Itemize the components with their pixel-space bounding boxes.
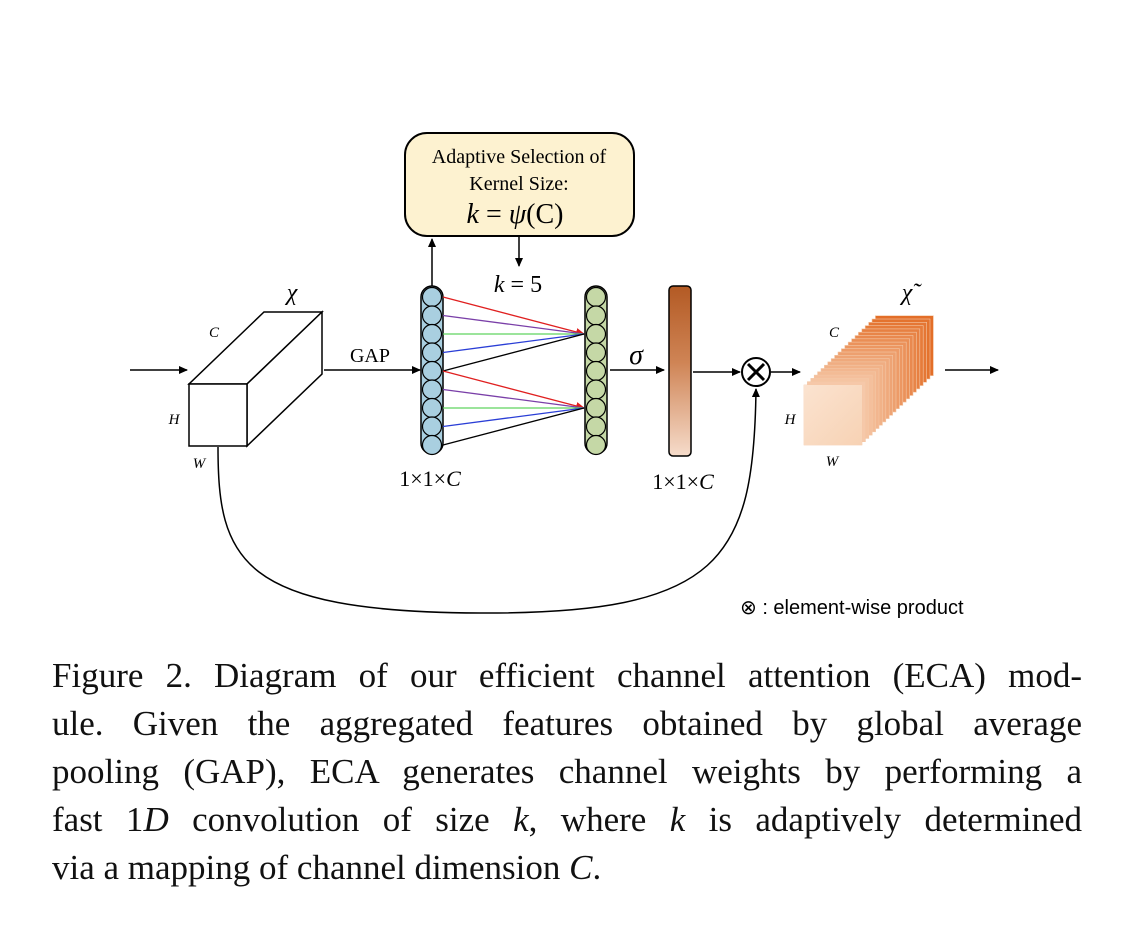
figure-caption: Figure 2. Diagram of our efficient chann…: [52, 652, 1082, 892]
element-wise-product-node: [741, 357, 771, 387]
caption-l4-d: D: [143, 800, 169, 839]
caption-l4-k1: k: [513, 800, 529, 839]
input-dim-c: C: [209, 325, 220, 341]
output-symbol: χ̃: [900, 280, 923, 306]
sigma-label: σ: [629, 340, 644, 371]
blue-channel-circle: [421, 379, 443, 400]
blue-channel-circle: [421, 397, 443, 419]
input-dim-w: W: [193, 456, 207, 472]
blue-channel-circles: [421, 286, 443, 456]
caption-line-4: fast 1D convolution of size k, where k i…: [52, 796, 1082, 844]
caption-l5-a: via a mapping of channel dimension: [52, 848, 570, 887]
formula-eq: =: [479, 199, 509, 230]
green-channel-circle: [585, 360, 607, 382]
blue-channel-circle: [421, 434, 443, 456]
eca-diagram: Adaptive Selection of Kernel Size: k = ψ…: [130, 132, 999, 619]
green-channel-circle: [585, 342, 607, 363]
caption-line-2: ule. Given the aggregated features obtai…: [52, 704, 1082, 743]
input-symbol: χ: [285, 280, 299, 306]
k-label-value: = 5: [505, 272, 543, 298]
green-channel-circle: [585, 286, 607, 308]
connection-line: [442, 333, 585, 372]
size-label-right-prefix: 1×1×: [652, 469, 699, 494]
k-equals-5-label: k = 5: [494, 272, 542, 298]
kernel-size-formula: k = ψ(C): [467, 199, 564, 230]
connection-line: [442, 296, 585, 336]
formula-arg: (C): [526, 199, 563, 230]
input-feature-cuboid: [187, 310, 324, 448]
size-label-left-c: C: [446, 466, 461, 491]
green-channel-circle: [585, 416, 607, 437]
caption-l4-k2: k: [669, 800, 686, 839]
adaptive-box-line2: Kernel Size:: [469, 173, 568, 195]
caption-l4-b: convolution of size: [168, 800, 514, 839]
blue-channel-circle: [421, 323, 443, 345]
k-label-k: k: [494, 272, 505, 298]
blue-channel-circle: [421, 360, 443, 382]
blue-channel-circle: [421, 342, 443, 363]
input-dim-h: H: [168, 412, 181, 428]
size-label-right-c: C: [699, 469, 714, 494]
connection-line: [442, 407, 585, 446]
channel-weight-bar: [668, 285, 692, 457]
blue-channel-circle: [421, 416, 443, 437]
connection-line: [442, 407, 585, 428]
skip-connection: [217, 388, 760, 614]
output-dim-c: C: [829, 325, 840, 341]
adaptive-box-line1: Adaptive Selection of: [432, 146, 607, 168]
gap-label: GAP: [350, 345, 390, 367]
connection-line: [442, 314, 585, 335]
green-channel-circle: [585, 397, 607, 419]
convolution-connections: [442, 296, 585, 446]
size-label-right: 1×1×C: [652, 469, 714, 494]
connection-line: [442, 388, 585, 409]
blue-channel-circle: [421, 286, 443, 308]
output-dim-w: W: [826, 454, 840, 470]
caption-l5-c: C: [569, 848, 593, 887]
caption-line-1: Figure 2. Diagram of our efficient chann…: [52, 656, 1082, 695]
connection-line: [442, 370, 585, 410]
formula-psi: ψ: [509, 199, 527, 230]
blue-channel-circle: [421, 305, 443, 326]
green-channel-circle: [585, 305, 607, 326]
caption-l4-e: is adaptively determined: [685, 800, 1082, 839]
connection-line: [442, 333, 585, 354]
caption-l4-a: fast 1: [52, 800, 144, 839]
green-channel-circles: [585, 286, 607, 456]
caption-line-3: pooling (GAP), ECA generates channel wei…: [52, 752, 1082, 791]
legend-element-wise-product: ⊗ : element-wise product: [740, 597, 964, 619]
output-dim-h: H: [784, 412, 797, 428]
adaptive-selection-box: Adaptive Selection of Kernel Size: k = ψ…: [404, 132, 635, 237]
size-label-left-prefix: 1×1×: [399, 466, 446, 491]
output-front-face: [804, 385, 862, 445]
caption-l5-b: .: [592, 848, 602, 887]
green-channel-circle: [585, 379, 607, 400]
green-channel-circle: [585, 434, 607, 456]
size-label-left: 1×1×C: [399, 466, 461, 491]
green-channel-circle: [585, 323, 607, 345]
formula-k: k: [467, 199, 480, 230]
caption-l4-c: , where: [528, 800, 670, 839]
caption-line-5: via a mapping of channel dimension C.: [52, 844, 1082, 892]
output-feature-cuboid: [803, 315, 934, 446]
